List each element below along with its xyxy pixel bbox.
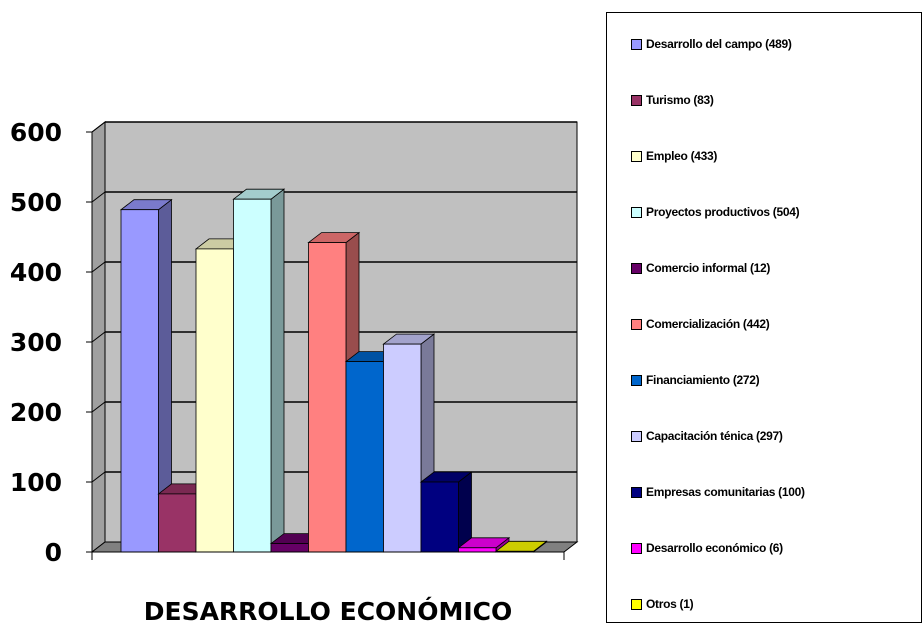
bar-front — [270, 543, 309, 553]
legend-swatch — [631, 206, 642, 218]
bar-front — [195, 248, 234, 553]
legend-label: Otros (1) — [646, 597, 694, 611]
legend: Desarrollo del campo (489) Turismo (83) Em… — [606, 12, 922, 623]
legend-label: Comercialización (442) — [646, 317, 770, 331]
legend-item: Turismo (83) — [631, 92, 714, 108]
legend-swatch — [631, 598, 642, 610]
legend-item: Proyectos productivos (504) — [631, 204, 800, 220]
legend-item: Comercio informal (12) — [631, 260, 770, 276]
legend-label: Comercio informal (12) — [646, 261, 771, 275]
bar-side — [270, 188, 285, 553]
legend-item: Desarrollo económico (6) — [631, 540, 783, 556]
y-axis-ticks: 0 100 200 300 400 500 600 — [10, 118, 565, 567]
legend-item: Capacitación ténica (297) — [631, 428, 783, 444]
y-tick-label: 400 — [10, 258, 62, 287]
legend-label: Capacitación ténica (297) — [646, 429, 783, 443]
bar-front — [420, 481, 459, 553]
legend-item: Comercialización (442) — [631, 316, 770, 332]
legend-label: Turismo (83) — [646, 93, 714, 107]
bar — [232, 188, 286, 553]
legend-swatch — [631, 430, 642, 442]
gridline-side — [91, 121, 106, 133]
legend-swatch — [631, 94, 642, 106]
legend-label: Desarrollo económico (6) — [646, 541, 783, 555]
bar — [494, 540, 548, 553]
legend-label: Empleo (433) — [646, 149, 718, 163]
legend-swatch — [631, 262, 642, 274]
legend-item: Empleo (433) — [631, 148, 717, 164]
legend-label: Desarrollo del campo (489) — [646, 37, 792, 51]
bar-front — [233, 198, 272, 553]
bar-front — [383, 343, 422, 553]
y-tick-label: 200 — [10, 398, 62, 427]
gridline-side — [91, 401, 106, 413]
legend-swatch — [631, 38, 642, 50]
y-tick-label: 100 — [10, 468, 62, 497]
gridline-side — [91, 331, 106, 343]
legend-swatch — [631, 542, 642, 554]
x-axis-title: DESARROLLO ECONÓMICO — [144, 596, 513, 624]
legend-label: Empresas comunitarias (100) — [646, 485, 805, 499]
y-tick-label: 0 — [45, 538, 62, 567]
bar-front — [308, 242, 347, 553]
y-tick-label: 300 — [10, 328, 62, 357]
bar — [119, 198, 173, 553]
legend-swatch — [631, 374, 642, 386]
bar-front — [345, 361, 384, 553]
bars — [119, 188, 548, 553]
bar-front — [120, 209, 159, 553]
legend-item: Otros (1) — [631, 596, 694, 612]
gridline-side — [91, 471, 106, 483]
y-tick-label: 600 — [10, 118, 62, 147]
bar-front — [458, 547, 497, 553]
bar-front — [158, 493, 197, 553]
gridline-side — [91, 191, 106, 203]
legend-swatch — [631, 150, 642, 162]
legend-label: Proyectos productivos (504) — [646, 205, 800, 219]
legend-swatch — [631, 318, 642, 330]
bar — [419, 471, 473, 553]
legend-swatch — [631, 486, 642, 498]
bar-chart: 0 100 200 300 400 500 600 DESARROLLO ECONÓMICO — [10, 118, 579, 624]
legend-item: Financiamiento (272) — [631, 372, 760, 388]
legend-item: Empresas comunitarias (100) — [631, 484, 805, 500]
legend-label: Financiamiento (272) — [646, 373, 760, 387]
y-tick-label: 500 — [10, 188, 62, 217]
gridline-side — [91, 261, 106, 273]
legend-item: Desarrollo del campo (489) — [631, 36, 792, 52]
